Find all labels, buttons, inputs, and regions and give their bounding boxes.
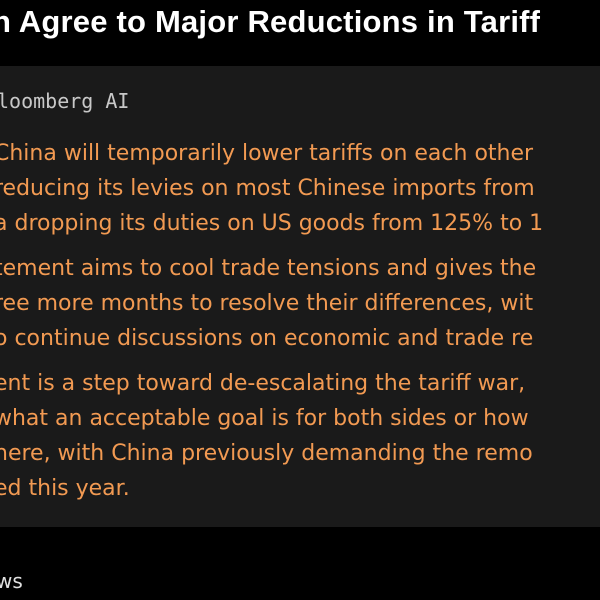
paragraph-line: o continue discussions on economic and t…: [0, 326, 534, 351]
source-label: loomberg AI: [0, 89, 130, 113]
summary-paragraph: ent is a step toward de-escalating the t…: [0, 366, 533, 506]
paragraph-line: ed this year.: [0, 476, 130, 501]
news-section-label[interactable]: ws: [0, 569, 23, 593]
paragraph-line: here, with China previously demanding th…: [0, 441, 533, 466]
paragraph-line: ree more months to resolve their differe…: [0, 291, 534, 316]
ai-summary-panel: loomberg AI China will temporarily lower…: [0, 66, 600, 527]
summary-paragraph: tement aims to cool trade tensions and g…: [0, 251, 536, 356]
paragraph-line: ent is a step toward de-escalating the t…: [0, 371, 526, 396]
headline-title[interactable]: n Agree to Major Reductions in Tariff: [0, 4, 541, 39]
paragraph-line: tement aims to cool trade tensions and g…: [0, 256, 537, 281]
headline-bar: n Agree to Major Reductions in Tariff: [0, 0, 600, 66]
paragraph-line: a dropping its duties on US goods from 1…: [0, 211, 544, 236]
paragraph-line: what an acceptable goal is for both side…: [0, 406, 529, 431]
paragraph-line: reducing its levies on most Chinese impo…: [0, 176, 535, 201]
summary-paragraph: China will temporarily lower tariffs on …: [0, 136, 543, 241]
footer-bar: ws: [0, 527, 600, 600]
paragraph-line: China will temporarily lower tariffs on …: [0, 141, 534, 166]
